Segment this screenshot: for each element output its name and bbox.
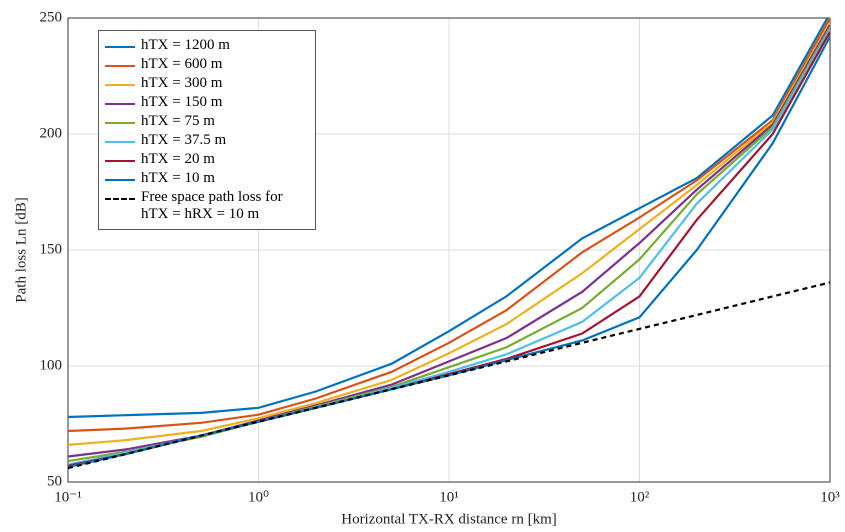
x-axis-label: Horizontal TX-RX distance rn [km] bbox=[341, 511, 557, 527]
legend-swatch bbox=[105, 65, 135, 67]
x-tick-label: 10¹ bbox=[439, 489, 459, 505]
y-tick-label: 250 bbox=[40, 9, 63, 25]
y-tick-label: 100 bbox=[40, 357, 63, 373]
legend-label: hTX = 300 m bbox=[141, 75, 223, 91]
series-line bbox=[68, 18, 829, 419]
legend-item: hTX = 150 m bbox=[105, 94, 309, 111]
plot-frame bbox=[67, 17, 831, 483]
y-tick-label: 50 bbox=[47, 473, 62, 489]
y-tick-label: 150 bbox=[40, 241, 63, 257]
legend-label: hTX = 600 m bbox=[141, 56, 223, 72]
legend-item: hTX = 300 m bbox=[105, 75, 309, 92]
legend-item: hTX = 75 m bbox=[105, 113, 309, 130]
series-line bbox=[68, 26, 830, 463]
series-line bbox=[68, 22, 830, 446]
x-tick-label: 10⁰ bbox=[248, 489, 269, 505]
legend-swatch bbox=[105, 198, 135, 200]
series-line bbox=[68, 281, 830, 470]
y-tick-label: 200 bbox=[40, 125, 63, 141]
legend-label: hTX = 75 m bbox=[141, 113, 215, 129]
legend: hTX = 1200 m hTX = 600 m hTX = 300 m hTX = … bbox=[98, 30, 316, 230]
legend-swatch bbox=[105, 122, 135, 124]
legend-item: hTX = 37.5 m bbox=[105, 132, 309, 149]
x-tick-label: 10⁻¹ bbox=[54, 489, 81, 505]
legend-swatch bbox=[105, 84, 135, 86]
legend-swatch bbox=[105, 141, 135, 143]
legend-item: hTX = 20 m bbox=[105, 151, 309, 168]
legend-label: hTX = 150 m bbox=[141, 94, 223, 110]
series-line bbox=[68, 18, 830, 433]
x-tick-label: 10² bbox=[630, 489, 650, 505]
legend-item: Free space path loss for hTX = hRX = 10 … bbox=[105, 189, 309, 223]
legend-label: hTX = 20 m bbox=[141, 151, 215, 167]
legend-label: Free space path loss for hTX = hRX = 10 … bbox=[141, 189, 283, 222]
legend-label: hTX = 10 m bbox=[141, 170, 215, 186]
legend-item: hTX = 10 m bbox=[105, 170, 309, 187]
x-tick-label: 10³ bbox=[820, 489, 840, 505]
legend-swatch bbox=[105, 46, 135, 48]
legend-item: hTX = 1200 m bbox=[105, 37, 309, 54]
legend-swatch bbox=[105, 103, 135, 105]
legend-item: hTX = 600 m bbox=[105, 56, 309, 73]
y-axis-label: Path loss Ln [dB] bbox=[13, 197, 29, 302]
legend-swatch bbox=[105, 179, 135, 181]
legend-label: hTX = 1200 m bbox=[141, 37, 230, 53]
legend-swatch bbox=[105, 160, 135, 162]
legend-label: hTX = 37.5 m bbox=[141, 132, 227, 148]
